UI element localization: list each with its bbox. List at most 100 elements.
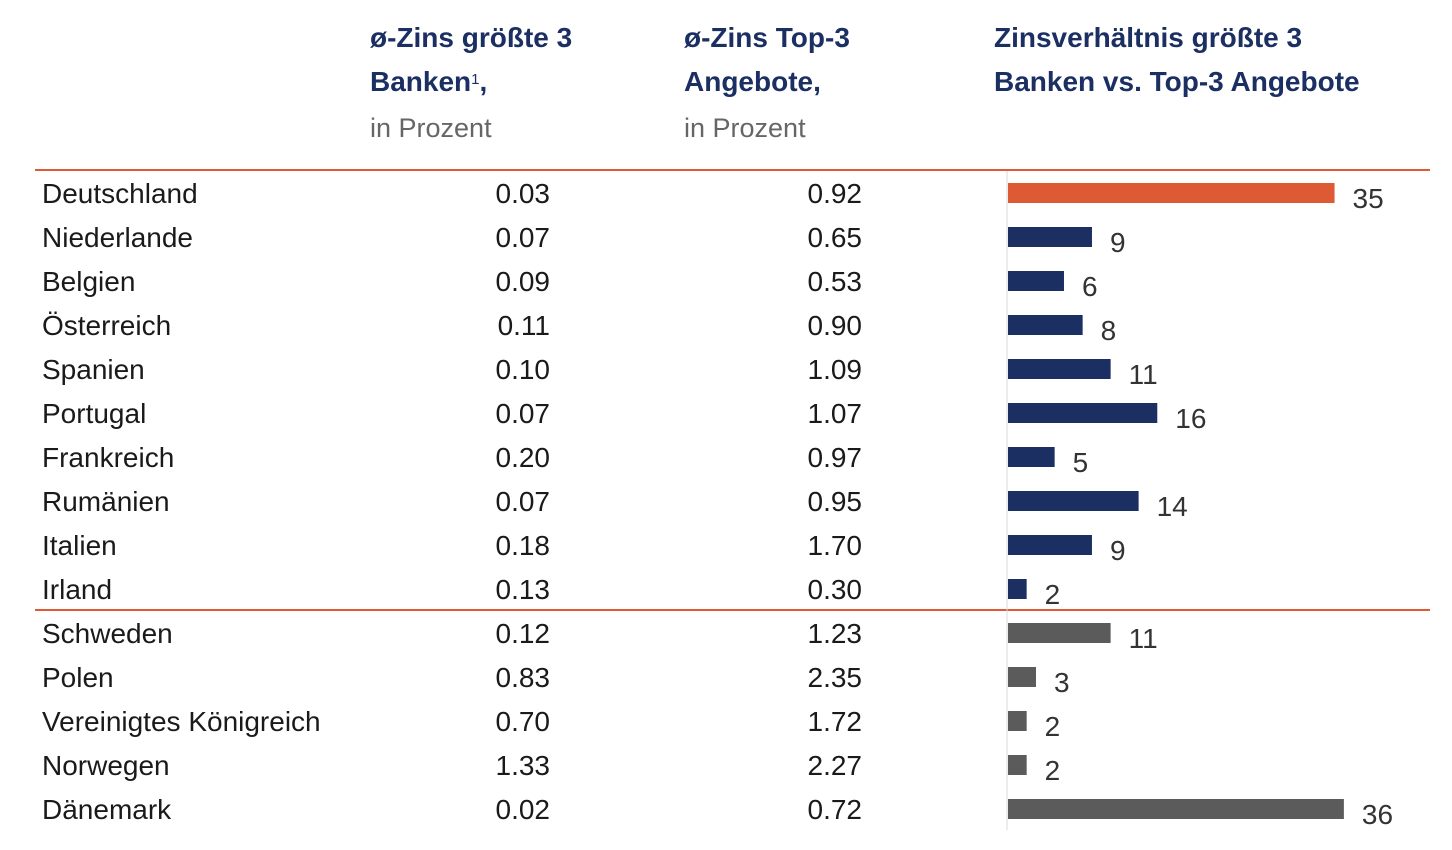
avg-rate-top3-offers: 0.53	[807, 266, 863, 297]
table-row: Frankreich 0.20 0.97	[0, 436, 1000, 480]
footnote-marker: 1	[471, 71, 480, 88]
avg-rate-top3-offers: 1.23	[807, 618, 863, 649]
avg-rate-top3-offers: 1.09	[807, 354, 863, 385]
ratio-bar	[1008, 535, 1092, 555]
country-label: Spanien	[42, 354, 145, 385]
ratio-bar	[1008, 403, 1158, 423]
avg-rate-top3-offers: 0.90	[807, 310, 863, 341]
ratio-data-label: 9	[1110, 535, 1126, 566]
country-label: Italien	[42, 530, 117, 561]
table-row: Rumänien 0.07 0.95	[0, 480, 1000, 524]
table-row: Dänemark 0.02 0.72	[0, 788, 1000, 832]
column-header-interest-ratio: Zinsverhältnis größte 3 Banken vs. Top-3…	[994, 16, 1434, 104]
table-row: Norwegen 1.33 2.27	[0, 744, 1000, 788]
country-label: Belgien	[42, 266, 136, 297]
column-header-top3-offers-unit: in Prozent	[684, 113, 806, 143]
ratio-bar	[1008, 799, 1344, 819]
avg-rate-largest-banks: 0.12	[495, 618, 551, 649]
avg-rate-largest-banks: 0.10	[495, 354, 551, 385]
avg-rate-largest-banks: 1.33	[495, 750, 551, 781]
ratio-data-label: 2	[1045, 579, 1061, 610]
table-row: Spanien 0.10 1.09	[0, 348, 1000, 392]
avg-rate-largest-banks: 0.07	[495, 398, 551, 429]
avg-rate-largest-banks: 0.11	[497, 310, 550, 341]
ratio-bar	[1008, 227, 1092, 247]
avg-rate-largest-banks: 0.07	[495, 222, 551, 253]
avg-rate-top3-offers: 2.35	[807, 662, 863, 693]
avg-rate-top3-offers: 0.92	[807, 178, 863, 209]
table-row: Deutschland 0.03 0.92	[0, 172, 1000, 216]
table-row: Niederlande 0.07 0.65	[0, 216, 1000, 260]
column-header-largest-banks-line2: Banken	[370, 66, 472, 97]
column-header-largest-banks-unit: in Prozent	[370, 113, 492, 143]
avg-rate-top3-offers: 0.65	[807, 222, 863, 253]
separator-euro-non-euro	[35, 609, 1430, 611]
ratio-bar	[1008, 271, 1064, 291]
ratio-bar	[1008, 667, 1036, 687]
country-label: Deutschland	[42, 178, 198, 209]
avg-rate-largest-banks: 0.83	[495, 662, 551, 693]
table-row: Irland 0.13 0.30	[0, 568, 1000, 612]
country-label: Frankreich	[42, 442, 175, 473]
ratio-bar	[1008, 447, 1055, 467]
avg-rate-largest-banks: 0.20	[495, 442, 551, 473]
ratio-data-label: 3	[1054, 667, 1070, 698]
table-row: Vereinigtes Königreich 0.70 1.72	[0, 700, 1000, 744]
country-label: Niederlande	[42, 222, 193, 253]
column-header-top3-offers-line1: ø-Zins Top-3	[684, 22, 850, 53]
country-label: Irland	[42, 574, 113, 605]
country-label: Österreich	[42, 310, 172, 341]
ratio-bar	[1008, 359, 1111, 379]
avg-rate-largest-banks: 0.02	[495, 794, 551, 825]
avg-rate-top3-offers: 0.95	[807, 486, 863, 517]
column-header-interest-ratio-line1: Zinsverhältnis größte 3	[994, 22, 1303, 53]
avg-rate-top3-offers: 2.27	[807, 750, 863, 781]
column-header-top3-offers: ø-Zins Top-3 Angebote, in Prozent	[684, 16, 944, 152]
ratio-data-label: 2	[1045, 755, 1061, 786]
separator-top	[35, 169, 1430, 171]
column-header-largest-banks: ø-Zins größte 3 Banken1, in Prozent	[370, 16, 640, 152]
ratio-data-label: 14	[1157, 491, 1188, 522]
ratio-data-label: 2	[1045, 711, 1061, 742]
column-header-comma: ,	[479, 66, 488, 97]
ratio-bar	[1008, 755, 1027, 775]
ratio-bar	[1008, 491, 1139, 511]
ratio-data-label: 11	[1129, 623, 1158, 654]
table-row: Belgien 0.09 0.53	[0, 260, 1000, 304]
table-row: Österreich 0.11 0.90	[0, 304, 1000, 348]
ratio-data-label: 16	[1175, 403, 1206, 434]
table-row: Portugal 0.07 1.07	[0, 392, 1000, 436]
avg-rate-top3-offers: 1.07	[807, 398, 863, 429]
avg-rate-largest-banks: 0.18	[495, 530, 551, 561]
country-label: Vereinigtes Königreich	[42, 706, 321, 737]
ratio-bar	[1008, 623, 1111, 643]
avg-rate-top3-offers: 0.72	[807, 794, 863, 825]
ratio-bar	[1008, 183, 1335, 203]
avg-rate-largest-banks: 0.07	[495, 486, 551, 517]
country-label: Dänemark	[42, 794, 172, 825]
avg-rate-largest-banks: 0.70	[495, 706, 551, 737]
avg-rate-top3-offers: 0.97	[807, 442, 863, 473]
avg-rate-top3-offers: 0.30	[807, 574, 863, 605]
table-row: Italien 0.18 1.70	[0, 524, 1000, 568]
table-row: Schweden 0.12 1.23	[0, 612, 1000, 656]
country-label: Rumänien	[42, 486, 170, 517]
ratio-bar	[1008, 711, 1027, 731]
avg-rate-largest-banks: 0.03	[495, 178, 551, 209]
ratio-data-label: 5	[1073, 447, 1089, 478]
avg-rate-top3-offers: 1.70	[807, 530, 863, 561]
ratio-data-label: 8	[1101, 315, 1117, 346]
ratio-data-label: 35	[1353, 183, 1384, 214]
table-row: Polen 0.83 2.35	[0, 656, 1000, 700]
ratio-data-label: 36	[1362, 799, 1393, 830]
avg-rate-top3-offers: 1.72	[807, 706, 863, 737]
country-label: Polen	[42, 662, 114, 693]
ratio-bar	[1008, 315, 1083, 335]
country-label: Schweden	[42, 618, 173, 649]
country-label: Portugal	[42, 398, 147, 429]
column-header-largest-banks-line1: ø-Zins größte 3	[370, 22, 573, 53]
ratio-data-label: 9	[1110, 227, 1126, 258]
avg-rate-largest-banks: 0.13	[495, 574, 551, 605]
ratio-bar	[1008, 579, 1027, 599]
